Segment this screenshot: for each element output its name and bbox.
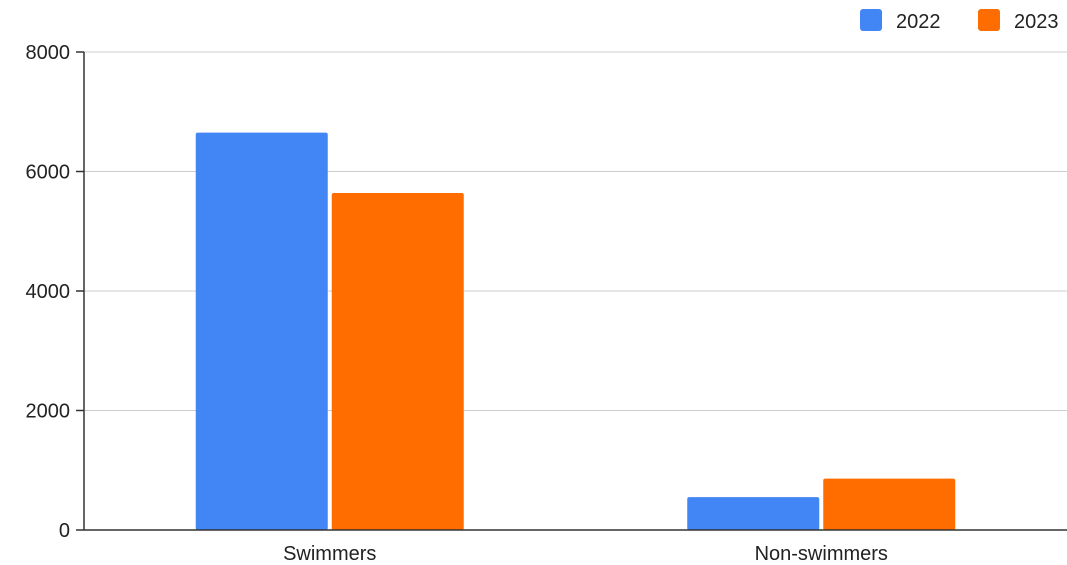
bar-non-swimmers-2022 [687, 497, 820, 530]
bar-swimmers-2023 [331, 193, 464, 530]
y-tick-label: 0 [59, 520, 70, 542]
legend-label-2022: 2022 [896, 11, 941, 33]
legend-swatch-2023 [978, 9, 1000, 31]
bar-non-swimmers-2023 [823, 478, 956, 530]
x-category-label: Swimmers [283, 543, 376, 565]
x-category-label: Non-swimmers [755, 543, 888, 565]
y-axis-ticks: 0 2000 4000 6000 8000 [26, 42, 84, 542]
y-tick-label: 2000 [26, 401, 71, 423]
y-tick-label: 4000 [26, 281, 71, 303]
bar-swimmers-2022 [195, 132, 328, 530]
legend: 2022 2023 [860, 9, 1059, 33]
legend-label-2023: 2023 [1014, 11, 1059, 33]
y-tick-label: 8000 [26, 42, 71, 64]
x-axis-labels: Swimmers Non-swimmers [283, 543, 888, 565]
bars [195, 132, 956, 530]
legend-swatch-2022 [860, 9, 882, 31]
y-tick-label: 6000 [26, 162, 71, 184]
